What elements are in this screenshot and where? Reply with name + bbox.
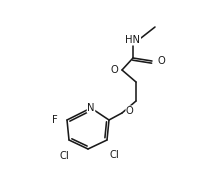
- Text: O: O: [110, 65, 118, 75]
- Text: HN: HN: [125, 35, 141, 45]
- Text: O: O: [126, 106, 134, 116]
- Text: Cl: Cl: [59, 151, 69, 161]
- Text: F: F: [52, 115, 58, 125]
- Text: O: O: [158, 56, 166, 66]
- Text: Cl: Cl: [109, 150, 119, 160]
- Text: N: N: [87, 103, 95, 113]
